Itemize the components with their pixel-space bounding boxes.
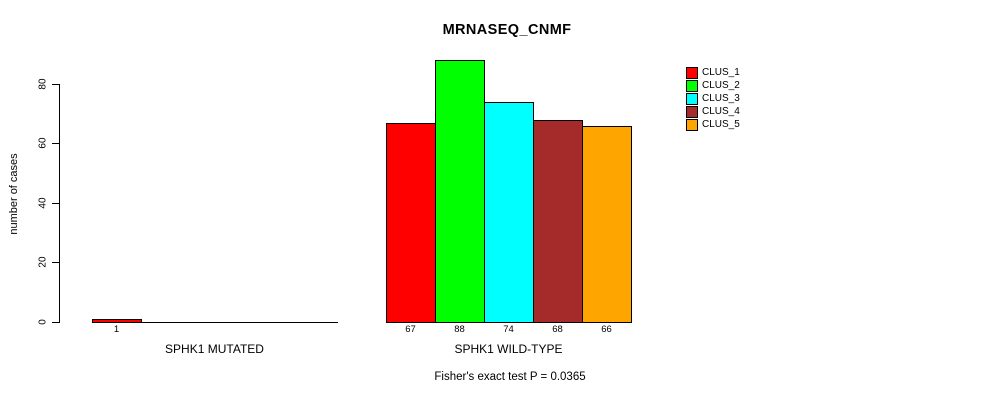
- legend-swatch: [686, 93, 698, 105]
- bar-value-label: 74: [503, 324, 514, 335]
- bar-value-label: 67: [405, 324, 416, 335]
- bar: [582, 126, 632, 323]
- y-axis-tick: [52, 143, 59, 144]
- legend-row: CLUS_4: [686, 105, 806, 118]
- bar-value-label: 1: [113, 324, 120, 335]
- legend-row: CLUS_3: [686, 92, 806, 105]
- legend-row: CLUS_1: [686, 66, 806, 79]
- chart-title: MRNASEQ_CNMF: [442, 22, 572, 38]
- y-tick-label: 20: [37, 256, 49, 268]
- bar-value-label: 68: [552, 324, 563, 335]
- fisher-test-annotation: Fisher's exact test P = 0.0365: [434, 371, 586, 383]
- legend-label: CLUS_3: [702, 93, 740, 104]
- bar: [484, 102, 534, 323]
- group-label: SPHK1 MUTATED: [165, 342, 264, 356]
- legend-swatch: [686, 67, 698, 79]
- y-axis-line: [59, 84, 60, 323]
- y-tick-label: 40: [37, 197, 49, 209]
- bar-value-label: 66: [601, 324, 612, 335]
- y-axis-tick: [52, 84, 59, 85]
- legend-label: CLUS_4: [702, 106, 740, 117]
- y-axis-tick: [52, 203, 59, 204]
- y-tick-label: 80: [37, 78, 49, 90]
- bar: [435, 60, 485, 323]
- y-axis-tick: [52, 262, 59, 263]
- legend-label: CLUS_5: [702, 119, 740, 130]
- y-tick-label: 60: [37, 137, 49, 149]
- bar: [386, 123, 436, 323]
- legend: CLUS_1 CLUS_2 CLUS_3 CLUS_4 CLUS_5: [686, 66, 806, 136]
- legend-label: CLUS_1: [702, 67, 740, 78]
- legend-swatch: [686, 119, 698, 131]
- y-axis-tick: [52, 322, 59, 323]
- bar-value-label: 88: [454, 324, 465, 335]
- bar: [533, 120, 583, 323]
- y-tick-label: 0: [37, 319, 49, 325]
- legend-swatch: [686, 80, 698, 92]
- legend-label: CLUS_2: [702, 80, 740, 91]
- bar: [92, 319, 142, 323]
- group-label: SPHK1 WILD-TYPE: [454, 342, 563, 356]
- legend-row: CLUS_2: [686, 79, 806, 92]
- legend-row: CLUS_5: [686, 118, 806, 131]
- group-baseline: [92, 322, 338, 323]
- legend-swatch: [686, 106, 698, 118]
